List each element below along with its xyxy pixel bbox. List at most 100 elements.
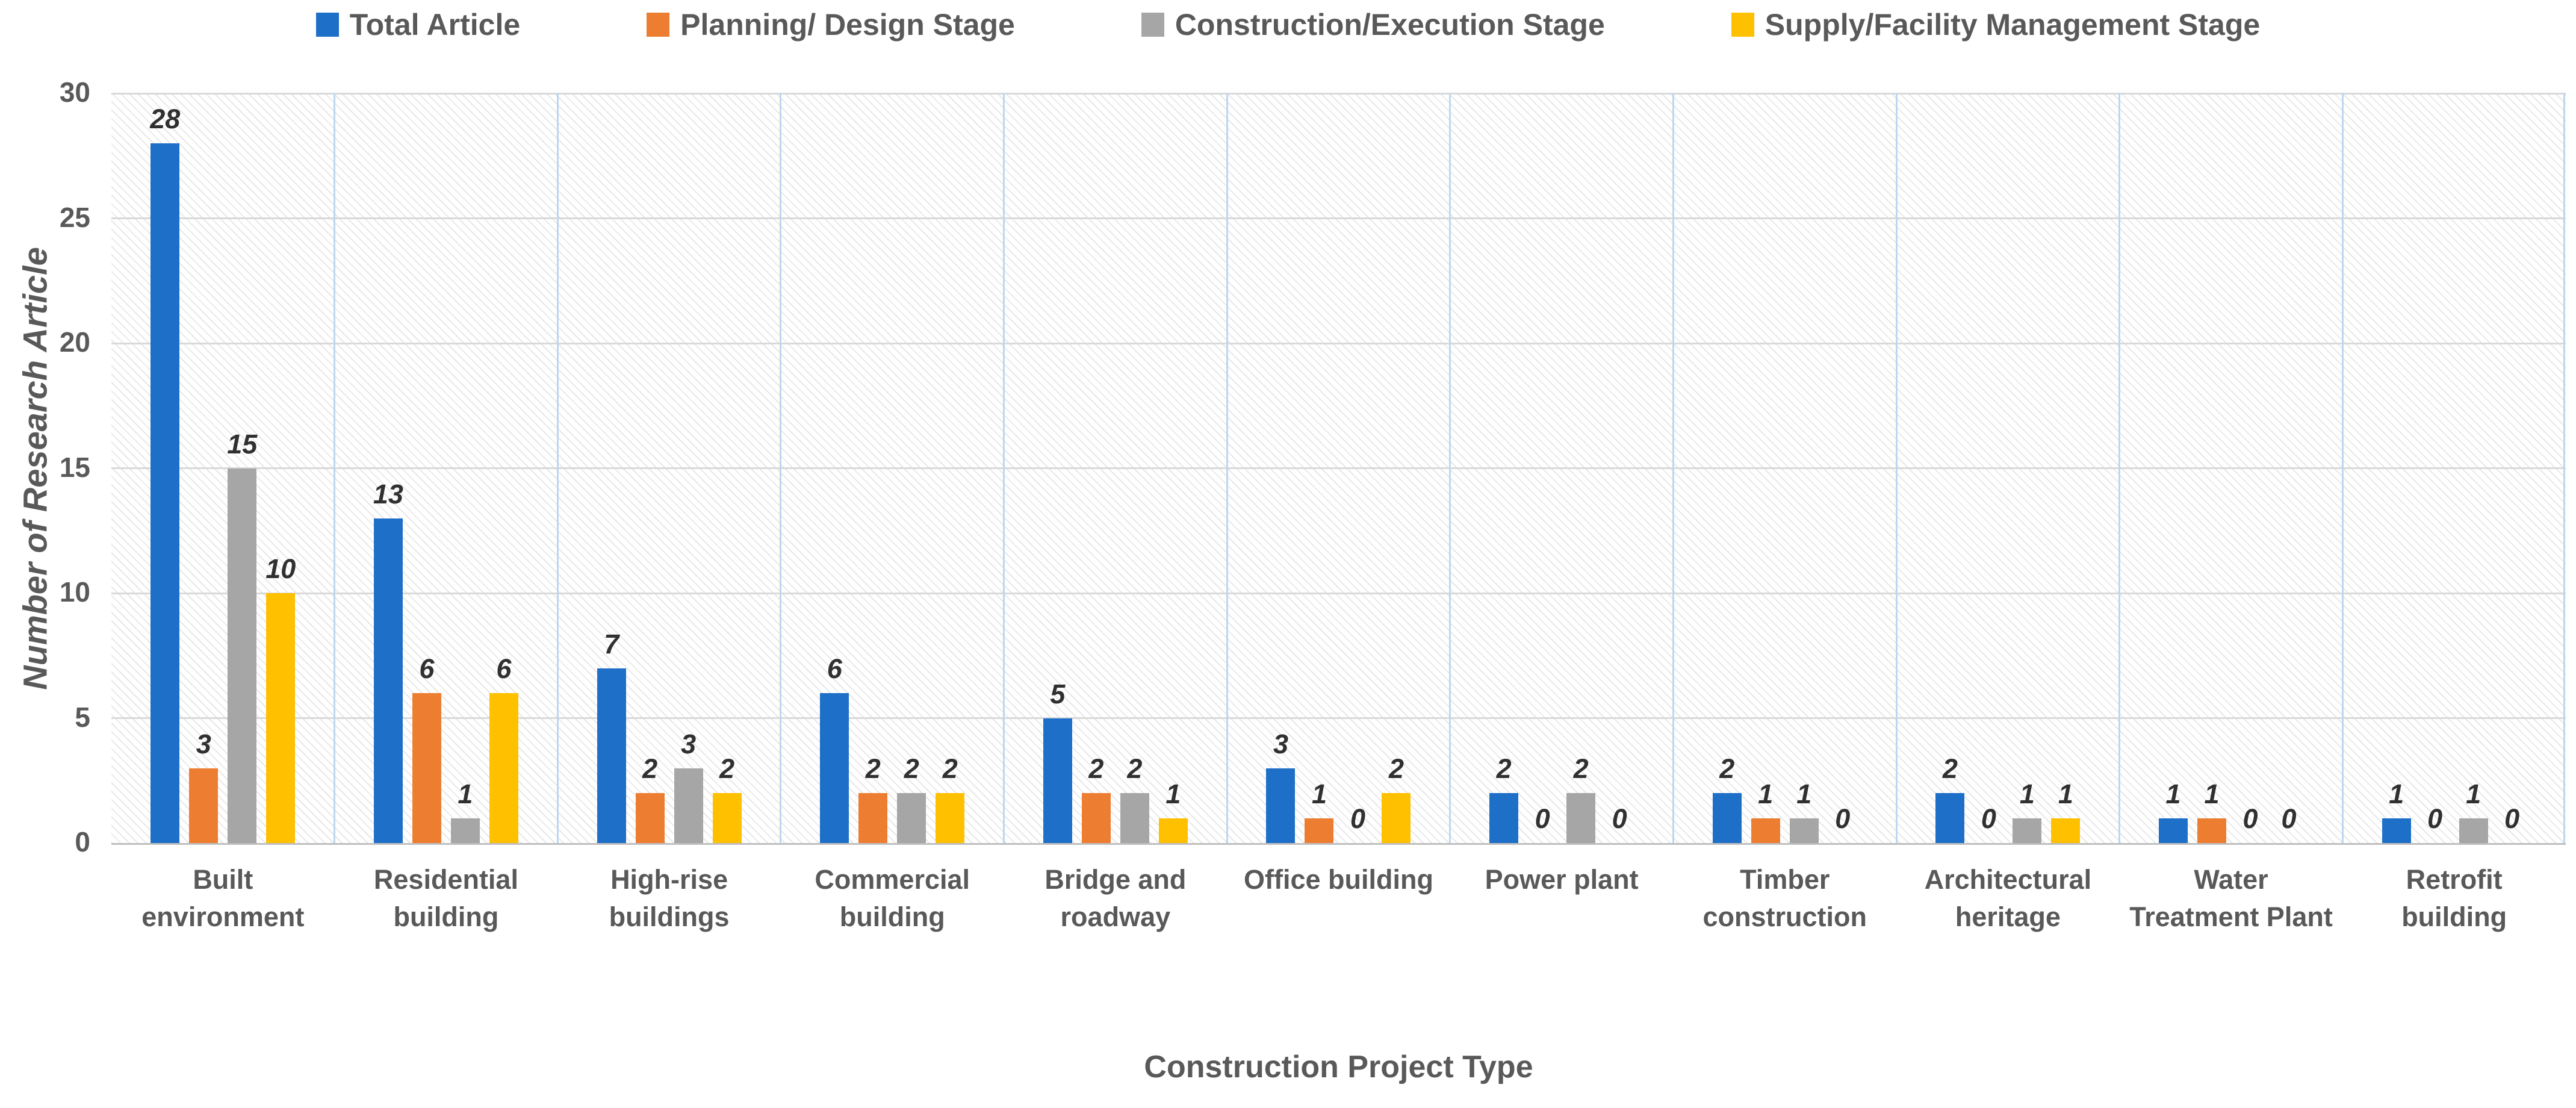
- bar-slot: 15: [227, 93, 257, 843]
- bar-total-article: [2382, 818, 2411, 843]
- bar-slot: 1: [2159, 93, 2188, 843]
- bar-value-label: 1: [458, 778, 473, 809]
- bar-planning-design-stage: [412, 693, 441, 843]
- gridline-20: [111, 342, 2566, 344]
- bar-total-article: [1935, 793, 1965, 843]
- bar-slot: 2: [1120, 93, 1149, 843]
- bar-supply-facility-management-stage: [936, 793, 965, 843]
- bar-slot: 2: [1081, 93, 1111, 843]
- x-axis-title: Construction Project Type: [1144, 1050, 1533, 1085]
- bar-value-label: 0: [1981, 803, 1996, 834]
- bar-value-label: 6: [419, 653, 435, 684]
- gridline-5: [111, 717, 2566, 719]
- bar-total-article: [1043, 718, 1072, 843]
- bar-slot: 6: [489, 93, 518, 843]
- bar-slot: 2: [936, 93, 965, 843]
- legend-item: Planning/ Design Stage: [647, 7, 1015, 42]
- bar-value-label: 2: [904, 753, 919, 784]
- legend-swatch-2: [647, 13, 670, 37]
- bar-slot: 0: [1528, 93, 1557, 843]
- bar-total-article: [2159, 818, 2188, 843]
- bar-value-label: 1: [2389, 778, 2404, 809]
- bar-construction-execution-stage: [228, 468, 257, 843]
- bar-value-label: 1: [2058, 778, 2073, 809]
- bar-value-label: 1: [2019, 778, 2035, 809]
- bar-supply-facility-management-stage: [712, 793, 742, 843]
- y-tick-label: 25: [59, 201, 90, 233]
- bar-value-label: 0: [1535, 803, 1550, 834]
- bar-value-label: 2: [1388, 753, 1404, 784]
- category-separator: [1449, 93, 1451, 843]
- bar-slot: 1: [1158, 93, 1188, 843]
- bar-planning-design-stage: [2197, 818, 2227, 843]
- bar-value-label: 0: [2242, 803, 2258, 834]
- bar-cluster: 13 6 1 6: [335, 93, 558, 843]
- bar-value-label: 2: [1496, 753, 1512, 784]
- bar-slot: 10: [265, 93, 296, 843]
- bar-value-label: 2: [865, 753, 881, 784]
- bar-value-label: 1: [1758, 778, 1774, 809]
- gridline-30: [111, 92, 2566, 95]
- bar-supply-facility-management-stage: [489, 693, 518, 843]
- bar-slot: 1: [2382, 93, 2411, 843]
- bar-slot: 2: [1935, 93, 1965, 843]
- category-separator: [1895, 93, 1898, 843]
- gridline-25: [111, 217, 2566, 219]
- bar-slot: 0: [1343, 93, 1372, 843]
- bar-value-label: 0: [2427, 803, 2443, 834]
- bar-slot: 1: [1789, 93, 1819, 843]
- bar-slot: 2: [1382, 93, 1411, 843]
- category-separator: [2118, 93, 2121, 843]
- category-separator: [1003, 93, 1005, 843]
- bar-value-label: 28: [150, 104, 181, 134]
- x-category-label: Office building: [1243, 864, 1433, 895]
- bar-planning-design-stage: [858, 793, 888, 843]
- bar-value-label: 2: [1942, 753, 1958, 784]
- bar-value-label: 1: [1165, 778, 1181, 809]
- bar-supply-facility-management-stage: [2051, 818, 2081, 843]
- legend-label: Total Article: [349, 8, 521, 42]
- bar-planning-design-stage: [1305, 818, 1334, 843]
- x-category-label: Commercial building: [815, 864, 970, 933]
- bar-value-label: 3: [196, 728, 211, 759]
- bar-value-label: 7: [604, 628, 619, 659]
- legend-label: Construction/Execution Stage: [1175, 8, 1605, 42]
- bar-slot: 1: [1305, 93, 1334, 843]
- bar-slot: 2: [897, 93, 926, 843]
- gridline-10: [111, 592, 2566, 594]
- bar-value-label: 1: [2466, 778, 2481, 809]
- bar-slot: 1: [2051, 93, 2081, 843]
- bar-value-label: 6: [827, 653, 842, 684]
- y-tick-label: 5: [75, 701, 90, 733]
- bar-value-label: 0: [1612, 803, 1627, 834]
- category-cell: 13 6 1 6: [335, 93, 558, 843]
- bar-construction-execution-stage: [897, 793, 926, 843]
- bar-value-label: 0: [2504, 803, 2520, 834]
- bar-total-article: [373, 518, 403, 843]
- x-category-label: Residential building: [373, 864, 518, 933]
- bar-slot: 2: [1489, 93, 1519, 843]
- bar-supply-facility-management-stage: [266, 593, 296, 843]
- y-tick-label: 15: [59, 451, 90, 483]
- bar-construction-execution-stage: [2459, 818, 2488, 843]
- bar-slot: 0: [1828, 93, 1857, 843]
- x-category-label: High-rise buildings: [609, 864, 730, 933]
- bar-slot: 0: [2274, 93, 2303, 843]
- bar-value-label: 0: [2281, 803, 2297, 834]
- bar-supply-facility-management-stage: [1158, 818, 1188, 843]
- bar-total-article: [1712, 793, 1742, 843]
- bar-slot: 1: [2013, 93, 2042, 843]
- bar-construction-execution-stage: [1789, 818, 1819, 843]
- bar-value-label: 3: [681, 728, 697, 759]
- bar-slot: 5: [1043, 93, 1072, 843]
- category-separator: [780, 93, 782, 843]
